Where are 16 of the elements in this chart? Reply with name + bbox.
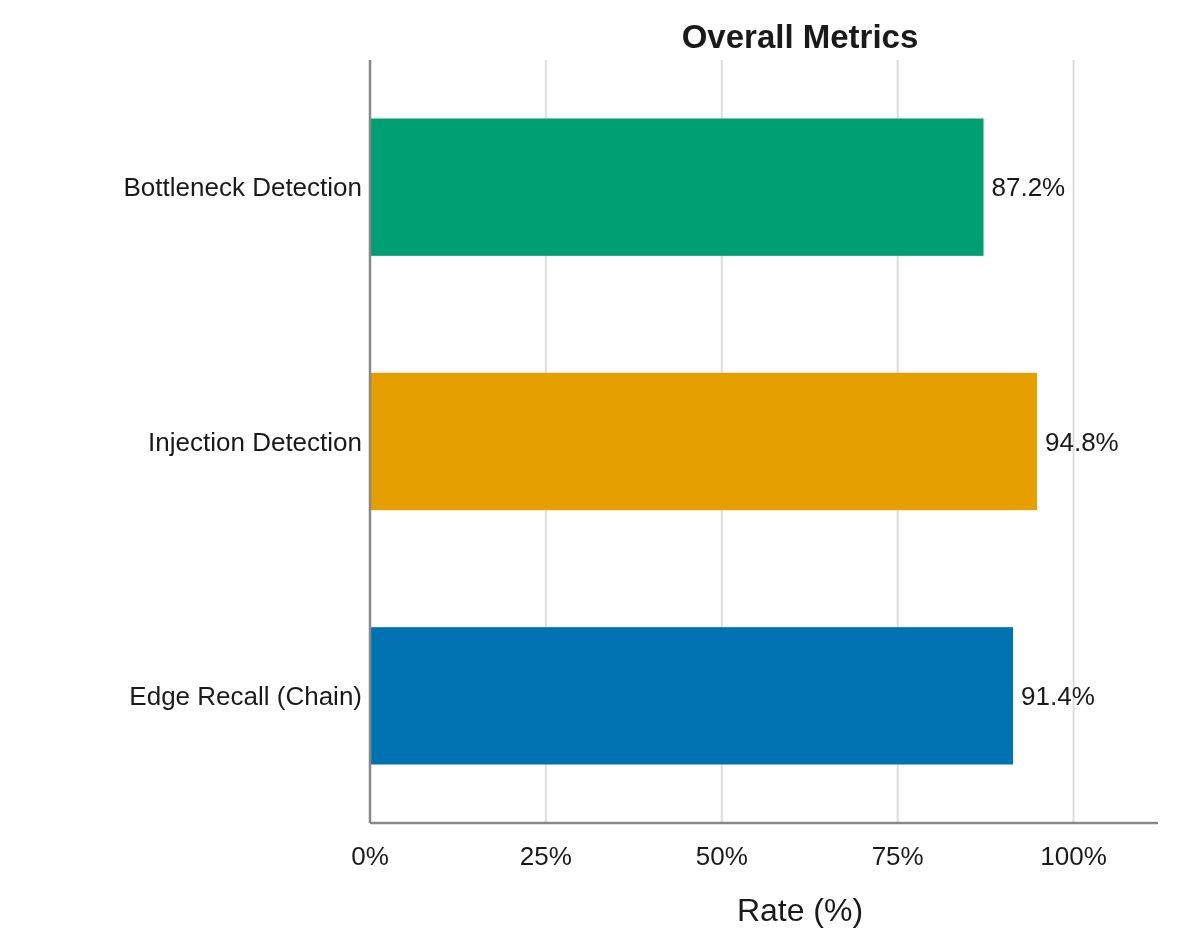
x-tick-label: 0%	[351, 841, 389, 871]
data-label: 87.2%	[991, 172, 1066, 203]
y-tick-label: Injection Detection	[148, 426, 362, 457]
x-tick-label: 75%	[871, 841, 924, 871]
bar	[370, 118, 984, 256]
y-tick-label: Edge Recall (Chain)	[129, 680, 362, 711]
x-axis-title: Rate (%)	[736, 892, 864, 928]
data-label: 91.4%	[1021, 680, 1095, 711]
x-tick-label: 25%	[519, 841, 572, 871]
y-tick-label: Bottleneck Detection	[123, 172, 362, 203]
data-label: 94.8%	[1044, 426, 1119, 457]
x-tick-label: 100%	[1040, 841, 1107, 871]
chart-title: Overall Metrics	[681, 18, 919, 55]
bar	[370, 627, 1014, 765]
bar	[370, 372, 1037, 511]
x-tick-label: 50%	[695, 841, 748, 871]
